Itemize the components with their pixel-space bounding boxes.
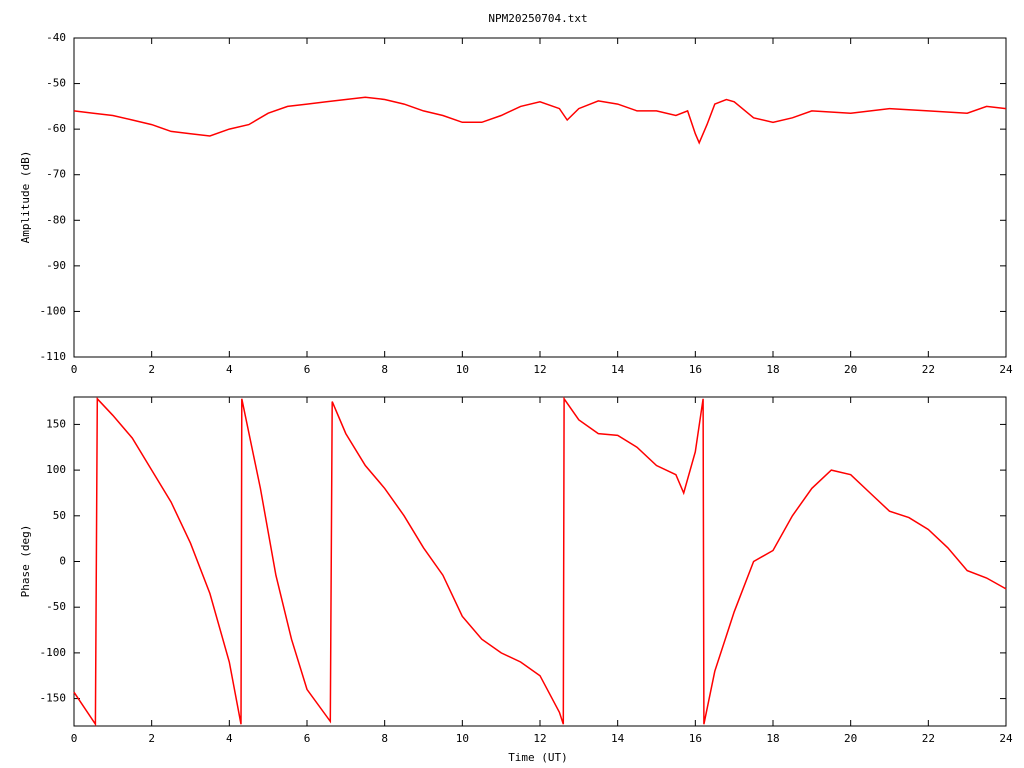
x-tick-label: 20 bbox=[844, 732, 857, 745]
y-tick-label: -80 bbox=[46, 213, 66, 226]
x-tick-label: 24 bbox=[999, 363, 1013, 376]
x-tick-label: 0 bbox=[71, 732, 78, 745]
y-tick-label: -110 bbox=[40, 350, 67, 363]
x-tick-label: 4 bbox=[226, 732, 233, 745]
x-tick-label: 18 bbox=[766, 363, 779, 376]
x-tick-label: 20 bbox=[844, 363, 857, 376]
x-tick-label: 10 bbox=[456, 732, 469, 745]
x-tick-label: 2 bbox=[148, 363, 155, 376]
chart-title: NPM20250704.txt bbox=[488, 12, 587, 25]
x-axis-label: Time (UT) bbox=[508, 751, 568, 764]
y-tick-label: -50 bbox=[46, 77, 66, 90]
y-tick-label: 0 bbox=[59, 555, 66, 568]
x-tick-label: 14 bbox=[611, 363, 625, 376]
x-tick-label: 8 bbox=[381, 363, 388, 376]
x-tick-label: 22 bbox=[922, 363, 935, 376]
y-tick-label: -100 bbox=[40, 646, 67, 659]
y-axis-label: Phase (deg) bbox=[19, 525, 32, 598]
y-tick-label: -50 bbox=[46, 600, 66, 613]
y-tick-label: 100 bbox=[46, 463, 66, 476]
x-tick-label: 18 bbox=[766, 732, 779, 745]
x-tick-label: 10 bbox=[456, 363, 469, 376]
y-tick-label: -90 bbox=[46, 259, 66, 272]
x-tick-label: 0 bbox=[71, 363, 78, 376]
x-tick-label: 22 bbox=[922, 732, 935, 745]
x-tick-label: 16 bbox=[689, 363, 702, 376]
y-tick-label: 150 bbox=[46, 417, 66, 430]
y-tick-label: -40 bbox=[46, 31, 66, 44]
y-axis-label: Amplitude (dB) bbox=[19, 151, 32, 244]
x-tick-label: 8 bbox=[381, 732, 388, 745]
y-tick-label: -100 bbox=[40, 304, 67, 317]
x-tick-label: 16 bbox=[689, 732, 702, 745]
x-tick-label: 2 bbox=[148, 732, 155, 745]
x-tick-label: 12 bbox=[533, 363, 546, 376]
x-tick-label: 6 bbox=[304, 363, 311, 376]
x-tick-label: 12 bbox=[533, 732, 546, 745]
x-tick-label: 14 bbox=[611, 732, 625, 745]
x-tick-label: 4 bbox=[226, 363, 233, 376]
x-tick-label: 24 bbox=[999, 732, 1013, 745]
plot-frame bbox=[73, 37, 1007, 358]
data-line bbox=[73, 396, 1007, 727]
y-tick-label: -150 bbox=[40, 692, 67, 705]
x-tick-label: 6 bbox=[304, 732, 311, 745]
y-tick-label: -70 bbox=[46, 168, 66, 181]
data-line bbox=[73, 96, 1007, 145]
y-tick-label: 50 bbox=[53, 509, 66, 522]
y-tick-label: -60 bbox=[46, 122, 66, 135]
